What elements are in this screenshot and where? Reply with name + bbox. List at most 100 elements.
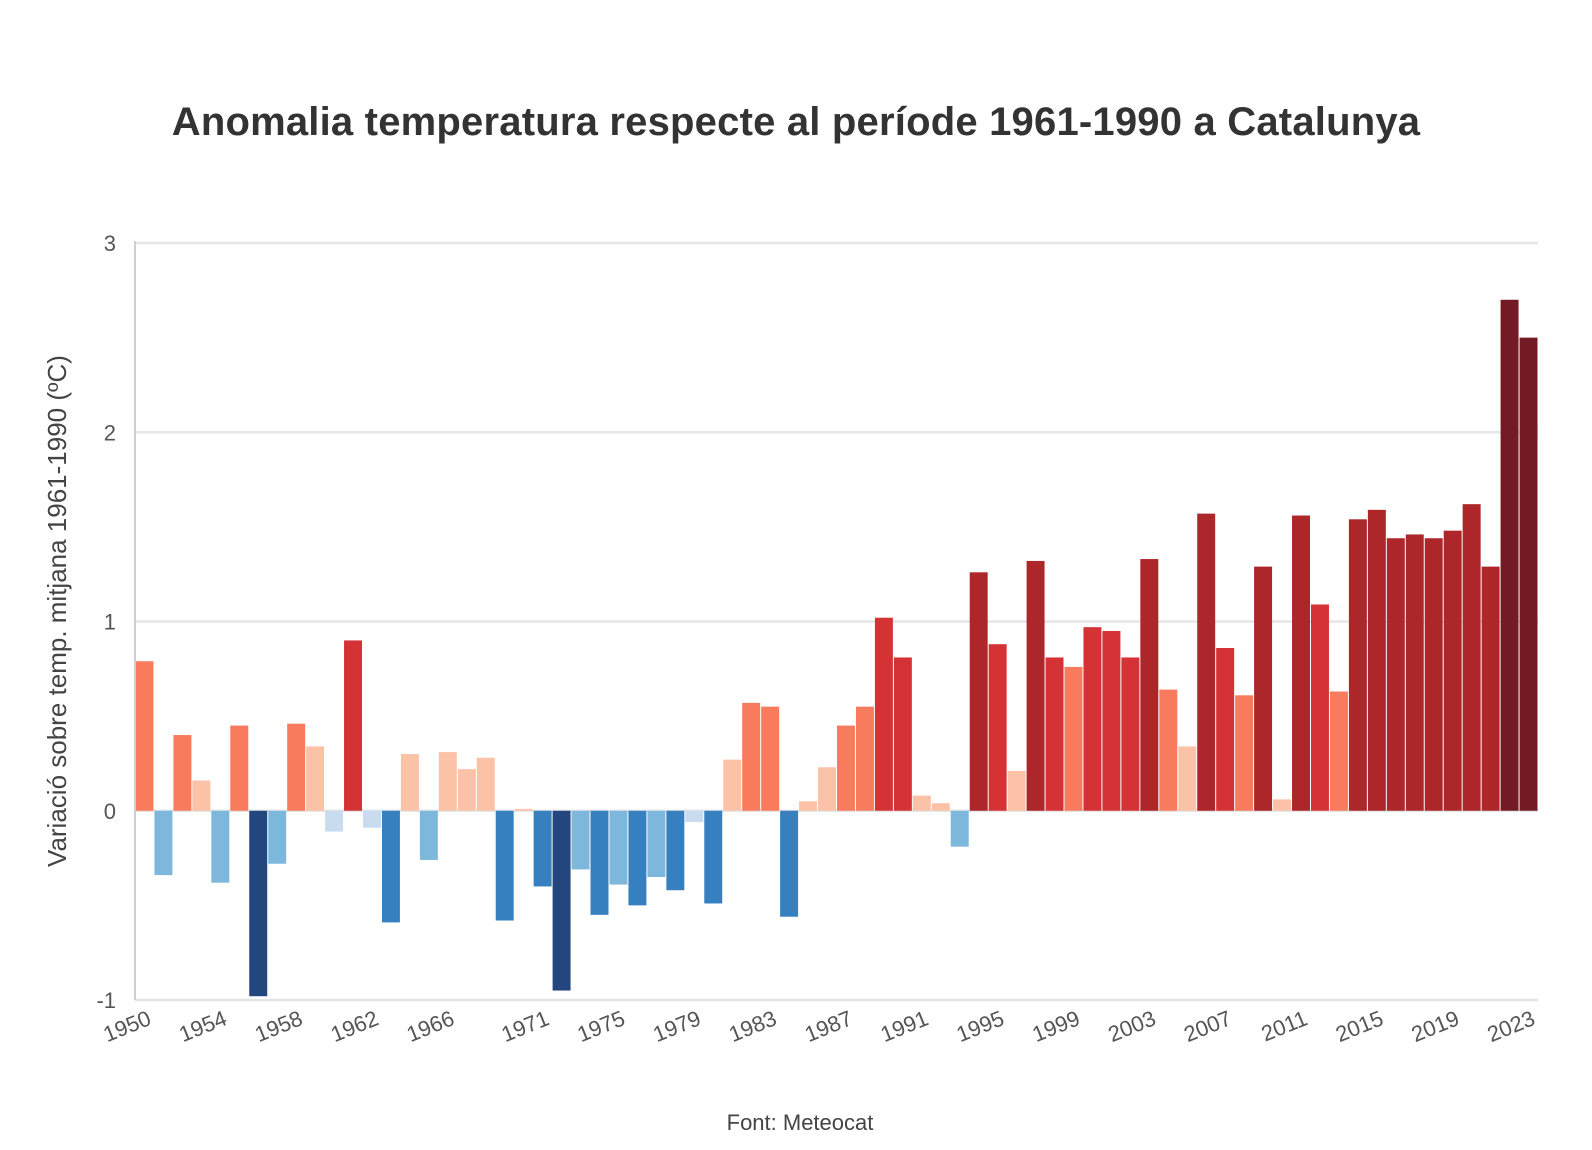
bar-1983 <box>761 706 780 811</box>
bar-1953 <box>192 780 211 811</box>
x-tick-label: 2007 <box>1180 1005 1235 1047</box>
x-tick-label: 1979 <box>649 1005 704 1047</box>
bar-1990 <box>893 657 912 811</box>
bar-1982 <box>742 702 761 811</box>
bar-1981 <box>723 759 742 811</box>
bar-1950 <box>135 661 154 811</box>
y-tick-label: -1 <box>96 988 116 1013</box>
bar-2022 <box>1500 299 1519 811</box>
bar-1960 <box>325 810 344 832</box>
bar-1965 <box>419 810 438 860</box>
bar-1991 <box>912 795 931 811</box>
y-axis-title: Variació sobre temp. mitjana 1961-1990 (… <box>42 355 72 867</box>
bar-1986 <box>818 767 836 811</box>
x-tick-label: 1971 <box>498 1005 553 1047</box>
bar-2021 <box>1481 566 1500 811</box>
bar-2011 <box>1292 515 1310 811</box>
bar-2007 <box>1216 647 1235 811</box>
bar-2015 <box>1367 509 1386 811</box>
x-tick-label: 1999 <box>1029 1005 1084 1047</box>
bar-2009 <box>1254 566 1273 811</box>
bar-2018 <box>1424 538 1443 811</box>
bar-1952 <box>173 735 192 811</box>
bar-1957 <box>268 810 287 864</box>
bar-2003 <box>1140 559 1159 811</box>
bar-2019 <box>1443 530 1462 811</box>
bar-2005 <box>1178 746 1197 811</box>
x-tick-label: 1983 <box>725 1005 780 1047</box>
bar-1999 <box>1064 666 1083 811</box>
x-tick-label: 1975 <box>574 1005 629 1047</box>
bar-1969 <box>495 810 514 921</box>
bar-1992 <box>931 803 950 811</box>
bar-1972 <box>552 810 571 991</box>
x-tick-label: 2003 <box>1104 1005 1159 1047</box>
bar-1956 <box>249 810 268 997</box>
bar-1964 <box>400 753 419 811</box>
bar-1974 <box>590 810 609 915</box>
bar-1980 <box>704 810 723 904</box>
bar-1977 <box>647 810 666 877</box>
x-tick-label: 2011 <box>1258 1005 1311 1046</box>
bar-2014 <box>1348 519 1367 811</box>
bar-1978 <box>666 810 685 891</box>
bar-2004 <box>1159 689 1178 811</box>
bar-1954 <box>211 810 230 883</box>
bar-2000 <box>1083 627 1102 811</box>
bar-1970 <box>514 808 533 811</box>
bar-1998 <box>1045 657 1064 811</box>
bar-2016 <box>1386 538 1405 811</box>
bar-1966 <box>438 752 457 811</box>
bar-1993 <box>950 810 969 847</box>
bar-2001 <box>1102 630 1121 811</box>
x-tick-label: 1954 <box>175 1005 230 1047</box>
x-tick-label: 1995 <box>953 1005 1008 1047</box>
x-tick-label: 2019 <box>1408 1005 1463 1047</box>
bar-1958 <box>287 723 306 811</box>
x-tick-label: 2023 <box>1484 1005 1539 1047</box>
bar-1997 <box>1026 560 1045 811</box>
bar-1973 <box>571 810 590 870</box>
bar-2002 <box>1121 657 1140 811</box>
bar-1959 <box>306 746 325 811</box>
bar-1967 <box>457 769 476 811</box>
y-tick-label: 0 <box>104 799 116 824</box>
bar-2013 <box>1329 691 1348 811</box>
bar-1995 <box>988 644 1007 811</box>
x-tick-label: 1958 <box>251 1005 306 1047</box>
x-tick-label: 1966 <box>403 1005 458 1047</box>
y-tick-label: 3 <box>104 231 116 256</box>
x-tick-label: 1962 <box>327 1005 382 1047</box>
x-tick-label: 1991 <box>877 1005 932 1047</box>
bar-2020 <box>1462 504 1481 811</box>
bar-2006 <box>1197 513 1216 811</box>
bar-1984 <box>780 810 799 917</box>
bar-1968 <box>476 757 495 811</box>
bar-1988 <box>855 706 874 811</box>
x-tick-label: 2015 <box>1332 1005 1387 1047</box>
bar-1951 <box>154 810 173 876</box>
y-tick-label: 2 <box>104 420 116 445</box>
bar-1987 <box>837 725 855 811</box>
bars <box>135 299 1538 997</box>
bar-1975 <box>609 810 628 885</box>
bar-2008 <box>1235 695 1254 811</box>
bar-1979 <box>685 810 704 823</box>
y-tick-label: 1 <box>104 610 116 635</box>
bar-1962 <box>363 810 381 828</box>
chart-title: Anomalia temperatura respecte al període… <box>171 100 1421 144</box>
bar-1963 <box>381 810 400 923</box>
bar-2023 <box>1519 337 1538 811</box>
bar-1985 <box>799 801 818 811</box>
bar-1955 <box>230 725 249 811</box>
bar-1976 <box>628 810 647 906</box>
bar-2010 <box>1273 799 1292 811</box>
chart-source: Font: Meteocat <box>726 1110 874 1135</box>
bar-1961 <box>344 640 363 811</box>
bar-1994 <box>969 572 988 811</box>
x-tick-label: 1987 <box>801 1005 856 1047</box>
bar-1996 <box>1007 771 1026 811</box>
bar-1971 <box>533 810 552 887</box>
bar-1989 <box>874 617 893 811</box>
